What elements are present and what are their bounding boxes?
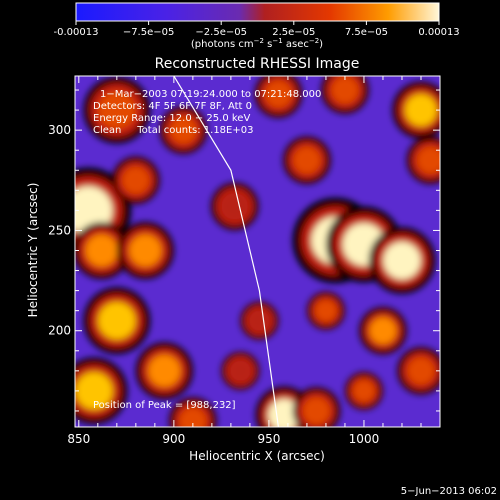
- solar-limb-curve: [173, 76, 280, 427]
- x-tick-label: 950: [257, 432, 280, 446]
- y-axis-ticks: [75, 89, 440, 412]
- colorbar-tick-label: 2.5e−05: [272, 27, 315, 38]
- footer-date: 5−Jun−2013 06:02: [401, 486, 497, 497]
- x-axis-tick-labels: 850 900 950 1000: [67, 432, 379, 446]
- x-tick-label: 900: [162, 432, 185, 446]
- colorbar-gradient: [75, 2, 440, 22]
- heatmap-blob-core: [179, 407, 207, 427]
- heatmap-blob-core: [417, 146, 440, 174]
- colorbar-tick-label: 0.00013: [418, 27, 459, 38]
- colorbar-tick-label: −2.5e−05: [195, 27, 247, 38]
- heatmap-blob-core: [265, 80, 292, 108]
- heatmap-blob-core: [170, 116, 197, 144]
- colorbar-tick-label: 7.5e−05: [345, 27, 388, 38]
- colorbar: -0.00013 −7.5e−05 −2.5e−05 2.5e−05 7.5e−05 0.…: [54, 2, 460, 50]
- heatmap-blob-core: [369, 317, 397, 345]
- y-axis-label: Heliocentric Y (arcsec): [26, 183, 40, 318]
- heatmap-blob-core: [221, 193, 248, 220]
- annotation-detectors: Detectors: 4F 5F 6F 7F 8F, Att 0: [93, 101, 252, 112]
- annotation-energy-range: Energy Range: 12.0 − 25.0 keV: [93, 113, 250, 124]
- heatmap-blob-core: [122, 166, 150, 194]
- x-tick-label: 850: [67, 432, 90, 446]
- colorbar-units-label: (photons cm−2 s−1 asec−2): [191, 37, 323, 50]
- heatmap-blob-core: [98, 91, 136, 129]
- annotation-block: 1−Mar−2003 07:19:24.000 to 07:21:48.000 …: [93, 89, 321, 411]
- y-tick-label: 250: [48, 223, 71, 237]
- heatmap-blob-core: [229, 360, 252, 382]
- peak-position-label: Position of Peak = [988,232]: [93, 400, 236, 411]
- x-axis-label: Heliocentric X (arcsec): [189, 449, 325, 463]
- y-tick-label: 300: [48, 123, 71, 137]
- heatmap-blob-core: [248, 310, 271, 332]
- heatmap-blob-core: [129, 234, 162, 267]
- y-tick-label: 200: [48, 324, 71, 338]
- heatmap-blob-core: [405, 94, 437, 127]
- heatmap-blobs: [75, 76, 440, 427]
- heatmap-blob-core: [148, 354, 181, 387]
- heatmap-blob-core: [331, 76, 359, 104]
- heatmap-blob-core: [85, 234, 118, 267]
- heatmap-blob-core: [303, 397, 330, 425]
- colorbar-tick-label: -0.00013: [54, 27, 99, 38]
- heatmap-blob-core: [353, 380, 375, 402]
- heatmap-blob-core: [315, 300, 337, 322]
- heatmap-blob-core: [75, 372, 113, 410]
- heatmap-blob-core: [383, 241, 421, 280]
- plot-frame: [74, 75, 441, 428]
- heatmap-blob-core: [293, 146, 321, 174]
- heatmap-blob-core: [268, 399, 301, 427]
- colorbar-ticks: [75, 21, 440, 25]
- colorbar-tick-label: −7.5e−05: [123, 27, 175, 38]
- x-axis-ticks: [78, 76, 441, 427]
- heatmap-blob-core: [98, 302, 136, 340]
- colorbar-tick-labels: -0.00013 −7.5e−05 −2.5e−05 2.5e−05 7.5e−05 0.…: [54, 27, 460, 38]
- x-tick-label: 1000: [349, 432, 380, 446]
- y-axis-tick-labels: 200 250 300: [48, 123, 71, 338]
- annotation-time-range: 1−Mar−2003 07:19:24.000 to 07:21:48.000: [100, 89, 321, 100]
- heatmap-image: [75, 76, 440, 427]
- annotation-clean-counts: Clean Total counts: 1.18E+03: [93, 125, 253, 136]
- chart-title: Reconstructed RHESSI Image: [155, 56, 360, 72]
- heatmap-blob-core: [407, 357, 435, 385]
